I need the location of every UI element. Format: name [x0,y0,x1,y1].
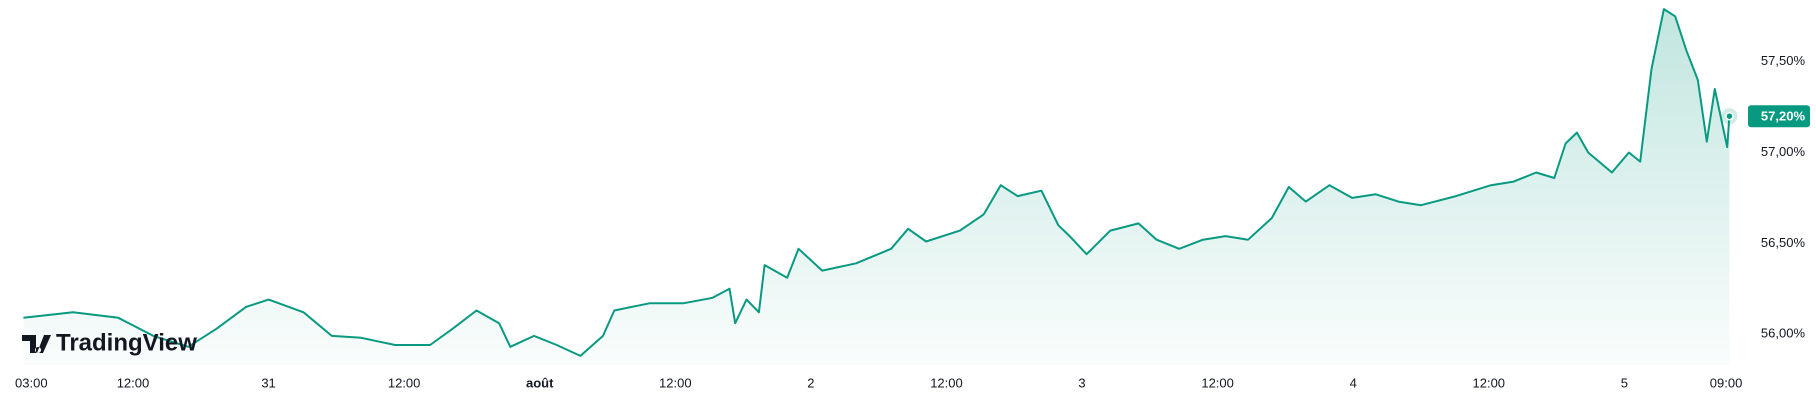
x-tick-label: 12:00 [1473,375,1506,390]
x-tick-label: 4 [1350,375,1357,390]
x-tick-label: août [526,375,554,390]
last-value-badge [1748,105,1810,128]
x-tick-label: 12:00 [930,375,963,390]
x-tick-label: 5 [1621,375,1628,390]
x-tick-label: 3 [1078,375,1085,390]
y-tick-label: 56,00% [1761,326,1806,341]
x-tick-label: 12:00 [388,375,421,390]
logo-icon [22,335,51,353]
x-tick-label: 12:00 [659,375,692,390]
y-tick-label: 57,50% [1761,53,1806,68]
x-tick-label: 12:00 [117,375,150,390]
last-point-dot [1725,111,1734,121]
x-tick-label: 03:00 [15,375,48,390]
x-tick-label: 2 [807,375,814,390]
last-value-label: 57,20% [1761,109,1806,124]
watermark: TradingView [56,329,197,356]
area [23,9,1730,365]
x-tick-label: 12:00 [1201,375,1234,390]
line [23,8,1731,357]
x-tick-label: 09:00 [1710,375,1743,390]
x-tick-label: 31 [261,375,275,390]
y-tick-label: 56,50% [1761,235,1806,250]
logo: TradingView [22,329,197,356]
y-tick-label: 57,00% [1761,144,1806,159]
